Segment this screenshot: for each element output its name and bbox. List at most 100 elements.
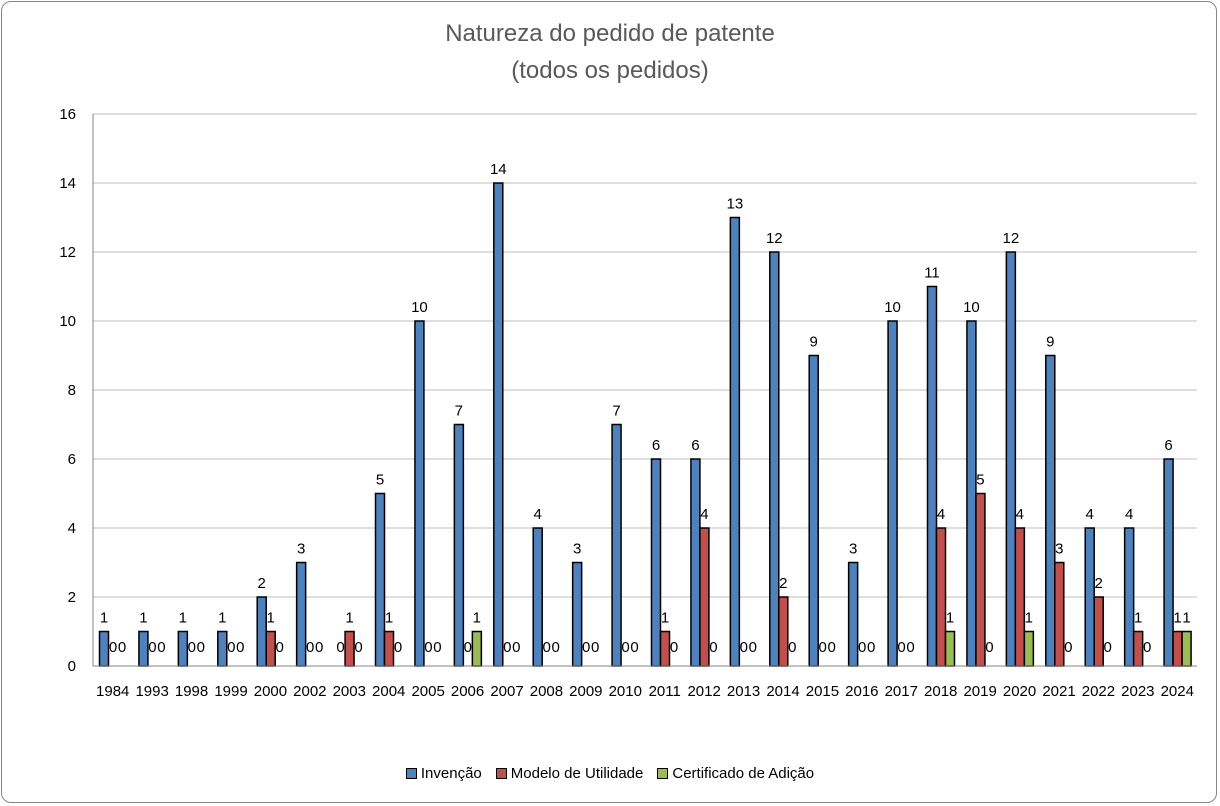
bar-0 xyxy=(414,320,425,667)
legend-swatch xyxy=(657,768,669,779)
data-label: 1 xyxy=(267,610,275,627)
data-label: 3 xyxy=(1055,541,1063,558)
data-label: 0 xyxy=(433,639,441,656)
data-label: 10 xyxy=(411,299,428,316)
bar-0 xyxy=(1045,354,1056,667)
bar-1 xyxy=(699,527,710,667)
bar-2 xyxy=(1181,630,1192,667)
x-tick-label: 2017 xyxy=(885,683,918,700)
legend-item: Certificado de Adição xyxy=(657,765,814,782)
bar-1 xyxy=(1014,527,1026,667)
data-label: 0 xyxy=(1143,639,1151,656)
bar-0 xyxy=(690,458,701,667)
bar-0 xyxy=(453,423,465,667)
bar-0 xyxy=(847,561,859,667)
x-tick-label: 2014 xyxy=(766,683,799,700)
data-label: 0 xyxy=(906,639,914,656)
bar-0 xyxy=(493,182,504,667)
data-label: 0 xyxy=(582,639,590,656)
y-tick-label: 2 xyxy=(68,589,76,606)
bar-2 xyxy=(944,630,956,667)
data-label: 0 xyxy=(157,639,165,656)
y-tick-label: 12 xyxy=(59,244,76,261)
x-tick-label: 2020 xyxy=(1003,683,1036,700)
data-label: 0 xyxy=(819,639,827,656)
data-label: 1 xyxy=(218,610,226,627)
bar-0 xyxy=(611,423,622,667)
bar-2 xyxy=(471,630,483,667)
data-label: 11 xyxy=(924,265,940,282)
chart-title: Natureza do pedido de patente xyxy=(445,20,775,47)
bar-0 xyxy=(295,561,307,667)
data-label: 6 xyxy=(1164,437,1172,454)
legend-item: Invenção xyxy=(405,765,482,782)
y-tick-label: 0 xyxy=(68,658,76,675)
data-label: 12 xyxy=(766,230,783,247)
bar-0 xyxy=(177,630,189,667)
data-label: 0 xyxy=(464,639,472,656)
data-label: 2 xyxy=(779,575,787,592)
bar-0 xyxy=(808,354,819,667)
data-label: 7 xyxy=(455,403,463,420)
data-label: 0 xyxy=(197,639,205,656)
bar-0 xyxy=(1123,527,1135,667)
x-tick-label: 2021 xyxy=(1042,683,1075,700)
data-label: 3 xyxy=(297,541,305,558)
x-tick-label: 1999 xyxy=(214,683,247,700)
x-tick-label: 2022 xyxy=(1082,683,1115,700)
bar-0 xyxy=(966,320,977,667)
x-tick-label: 2000 xyxy=(254,683,287,700)
bar-1 xyxy=(1172,630,1183,667)
data-label: 0 xyxy=(630,639,638,656)
legend-swatch xyxy=(495,768,507,779)
y-tick-label: 10 xyxy=(59,313,76,330)
bar-1 xyxy=(975,492,986,667)
data-label: 1 xyxy=(1182,610,1190,627)
data-label: 0 xyxy=(188,639,196,656)
data-label: 10 xyxy=(963,299,980,316)
data-label: 0 xyxy=(354,639,362,656)
x-tick-label: 2012 xyxy=(687,683,720,700)
data-label: 0 xyxy=(867,639,875,656)
data-label: 0 xyxy=(315,639,323,656)
x-tick-label: 2011 xyxy=(649,683,681,700)
bar-0 xyxy=(256,596,267,667)
data-label: 1 xyxy=(139,610,147,627)
data-label: 1 xyxy=(179,610,187,627)
data-label: 3 xyxy=(849,541,857,558)
data-label: 13 xyxy=(727,196,744,213)
bar-1 xyxy=(1132,630,1144,667)
data-label: 4 xyxy=(1086,506,1094,523)
bar-0 xyxy=(729,216,741,667)
x-tick-label: 2009 xyxy=(569,683,602,700)
data-label: 2 xyxy=(258,575,266,592)
bar-0 xyxy=(887,320,898,667)
data-label: 14 xyxy=(490,161,507,178)
legend-item: Modelo de Utilidade xyxy=(495,765,643,782)
data-label: 5 xyxy=(376,472,384,489)
x-tick-label: 2003 xyxy=(333,683,366,700)
legend: Invenção Modelo de Utilidade Certificado d… xyxy=(0,765,1220,782)
legend-label: Certificado de Adição xyxy=(672,765,815,782)
bar-0 xyxy=(769,251,780,667)
x-tick-label: 2024 xyxy=(1161,683,1194,700)
bar-0 xyxy=(98,630,110,667)
x-tick-label: 1984 xyxy=(96,683,129,700)
x-tick-label: 1993 xyxy=(135,683,168,700)
bar-1 xyxy=(1054,561,1065,667)
data-label: 4 xyxy=(534,506,542,523)
data-label: 3 xyxy=(573,541,581,558)
x-tick-label: 2006 xyxy=(451,683,484,700)
data-label: 0 xyxy=(424,639,432,656)
data-label: 0 xyxy=(552,639,560,656)
bar-0 xyxy=(926,285,938,667)
data-label: 0 xyxy=(621,639,629,656)
legend-swatch xyxy=(405,768,417,779)
x-tick-label: 2023 xyxy=(1121,683,1154,700)
data-label: 1 xyxy=(1025,610,1033,627)
x-tick-label: 2013 xyxy=(727,683,760,700)
bar-0 xyxy=(650,458,662,667)
bar-0 xyxy=(138,630,149,667)
data-label: 0 xyxy=(236,639,244,656)
